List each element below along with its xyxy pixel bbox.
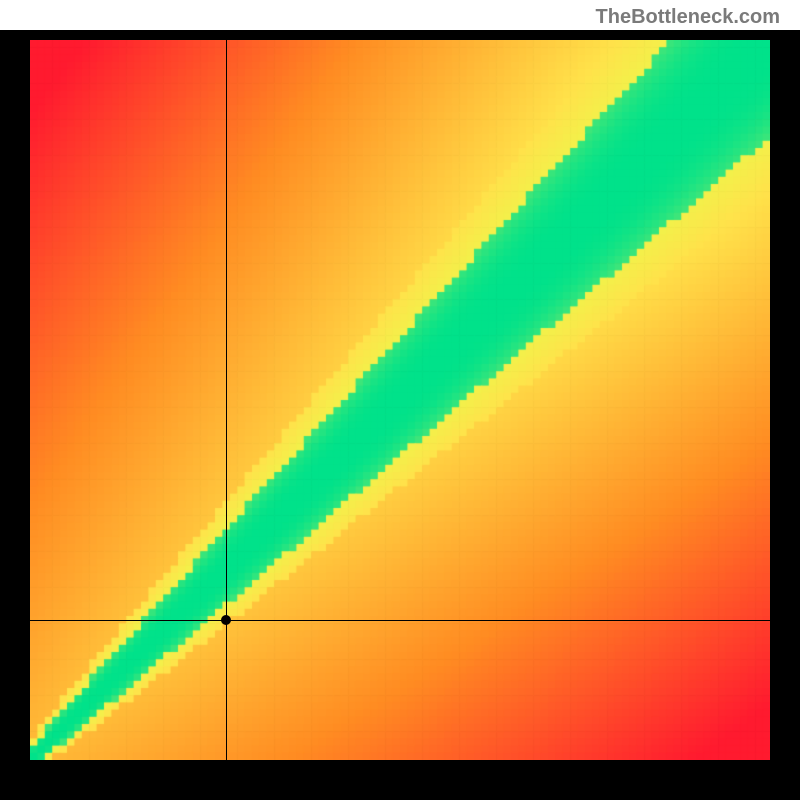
watermark-text: TheBottleneck.com [596,6,780,29]
chart-outer-frame [0,30,800,800]
heatmap-canvas [30,40,770,760]
heatmap-plot-area [30,40,770,760]
